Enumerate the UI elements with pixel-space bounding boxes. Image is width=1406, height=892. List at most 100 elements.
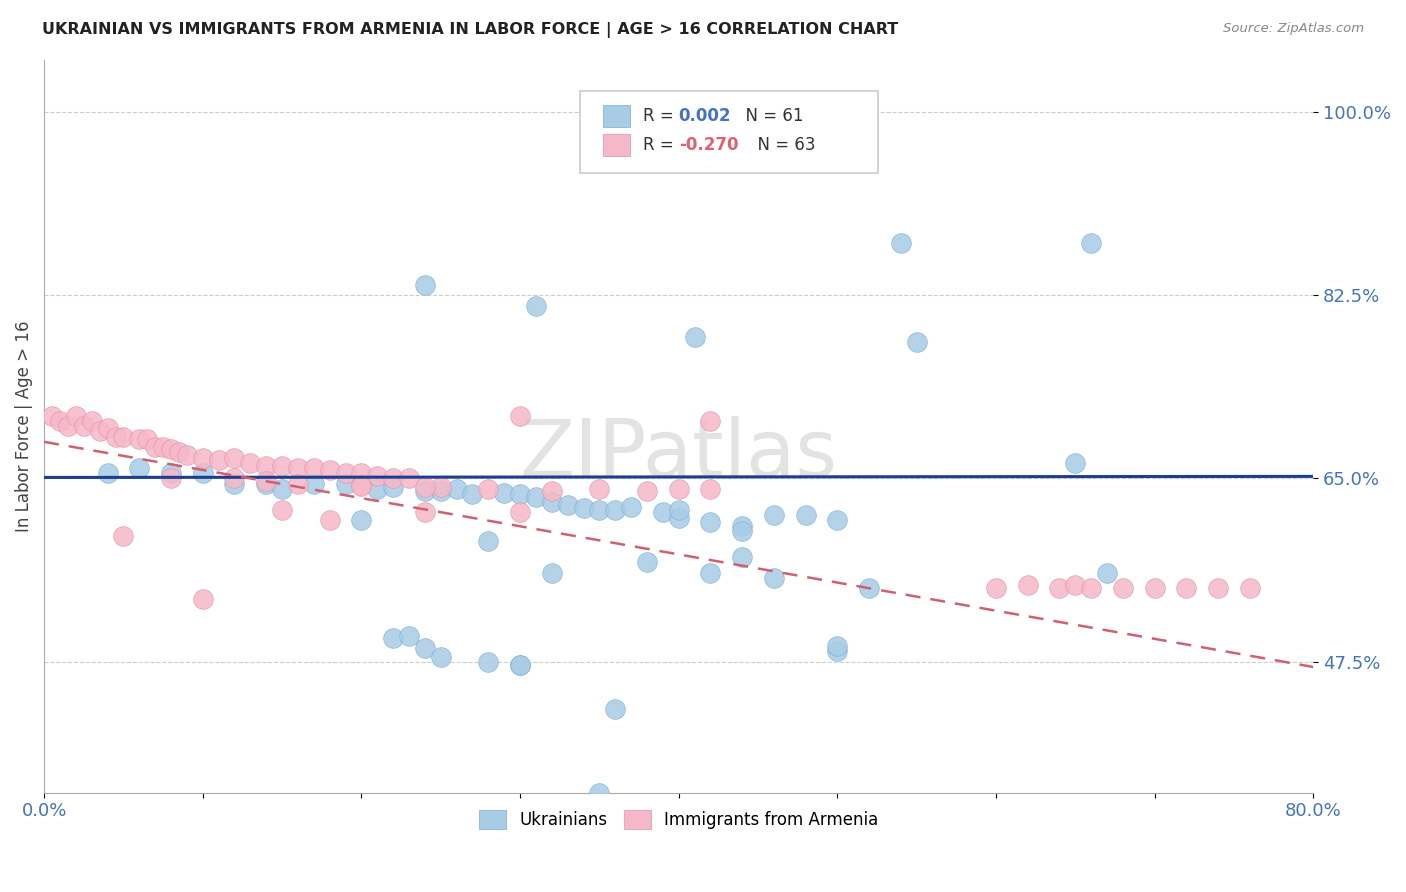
Point xyxy=(254,476,277,491)
Point xyxy=(1017,578,1039,592)
Point xyxy=(636,555,658,569)
Point xyxy=(620,500,643,514)
Text: 0.002: 0.002 xyxy=(679,107,731,125)
Point xyxy=(509,487,531,501)
Point xyxy=(731,518,754,533)
Point xyxy=(398,471,420,485)
Point xyxy=(762,571,785,585)
Point xyxy=(80,414,103,428)
Point xyxy=(160,471,183,485)
Point xyxy=(540,494,562,508)
Point xyxy=(318,463,340,477)
Y-axis label: In Labor Force | Age > 16: In Labor Force | Age > 16 xyxy=(15,320,32,532)
Point xyxy=(572,500,595,515)
Point xyxy=(731,524,754,538)
Point xyxy=(112,429,135,443)
Point xyxy=(668,511,690,525)
Point xyxy=(605,503,627,517)
Point xyxy=(429,649,451,664)
Point xyxy=(651,505,673,519)
Point xyxy=(152,440,174,454)
Point xyxy=(366,469,388,483)
Point xyxy=(160,442,183,457)
Point xyxy=(524,299,547,313)
Point xyxy=(41,409,63,423)
Point xyxy=(239,456,262,470)
Point xyxy=(827,513,849,527)
Point xyxy=(271,482,294,496)
Point xyxy=(413,484,436,499)
Point xyxy=(191,591,214,606)
Point xyxy=(413,277,436,292)
Point xyxy=(73,419,96,434)
Point xyxy=(224,450,246,465)
Point xyxy=(794,508,817,523)
Point xyxy=(731,549,754,564)
Text: ZIPatlas: ZIPatlas xyxy=(520,417,838,494)
Point xyxy=(1206,582,1229,596)
Point xyxy=(128,461,150,475)
Point xyxy=(382,471,405,485)
Point xyxy=(699,516,721,530)
Point xyxy=(477,482,499,496)
Point xyxy=(97,467,120,481)
FancyBboxPatch shape xyxy=(603,104,630,127)
Point xyxy=(254,458,277,473)
Point xyxy=(429,480,451,494)
Point xyxy=(350,513,373,527)
Point xyxy=(413,480,436,494)
Point xyxy=(302,461,325,475)
Point xyxy=(1064,456,1087,470)
Point xyxy=(350,477,373,491)
Point xyxy=(398,629,420,643)
Point xyxy=(540,484,562,499)
Point xyxy=(112,529,135,543)
Point xyxy=(905,335,928,350)
Point xyxy=(382,480,405,494)
Point xyxy=(477,534,499,549)
Point xyxy=(350,479,373,493)
Point xyxy=(167,445,190,459)
Point xyxy=(207,452,229,467)
Point xyxy=(1080,582,1102,596)
Point xyxy=(160,467,183,481)
Point xyxy=(477,655,499,669)
Point xyxy=(1080,235,1102,250)
Point xyxy=(699,414,721,428)
Point xyxy=(97,421,120,435)
Text: -0.270: -0.270 xyxy=(679,136,738,154)
Point xyxy=(65,409,87,423)
Point xyxy=(446,482,468,496)
Point xyxy=(271,503,294,517)
FancyBboxPatch shape xyxy=(579,91,877,173)
Point xyxy=(136,432,159,446)
Point xyxy=(366,482,388,496)
Point xyxy=(668,503,690,517)
FancyBboxPatch shape xyxy=(603,135,630,156)
Point xyxy=(683,330,706,344)
Point xyxy=(271,458,294,473)
Legend: Ukrainians, Immigrants from Armenia: Ukrainians, Immigrants from Armenia xyxy=(472,803,884,836)
Text: R =: R = xyxy=(643,136,679,154)
Text: N = 63: N = 63 xyxy=(747,136,815,154)
Point xyxy=(176,449,198,463)
Point xyxy=(350,467,373,481)
Point xyxy=(224,476,246,491)
Point xyxy=(335,467,357,481)
Point xyxy=(605,702,627,716)
Point xyxy=(890,235,912,250)
Point xyxy=(191,450,214,465)
Point xyxy=(128,432,150,446)
Point xyxy=(104,429,127,443)
Point xyxy=(1143,582,1166,596)
Point xyxy=(413,641,436,656)
Point xyxy=(1049,582,1071,596)
Point xyxy=(509,657,531,672)
Point xyxy=(191,467,214,481)
Point xyxy=(1112,582,1135,596)
Point xyxy=(762,508,785,523)
Point xyxy=(302,476,325,491)
Point xyxy=(588,503,610,517)
Point xyxy=(143,440,166,454)
Point xyxy=(494,486,516,500)
